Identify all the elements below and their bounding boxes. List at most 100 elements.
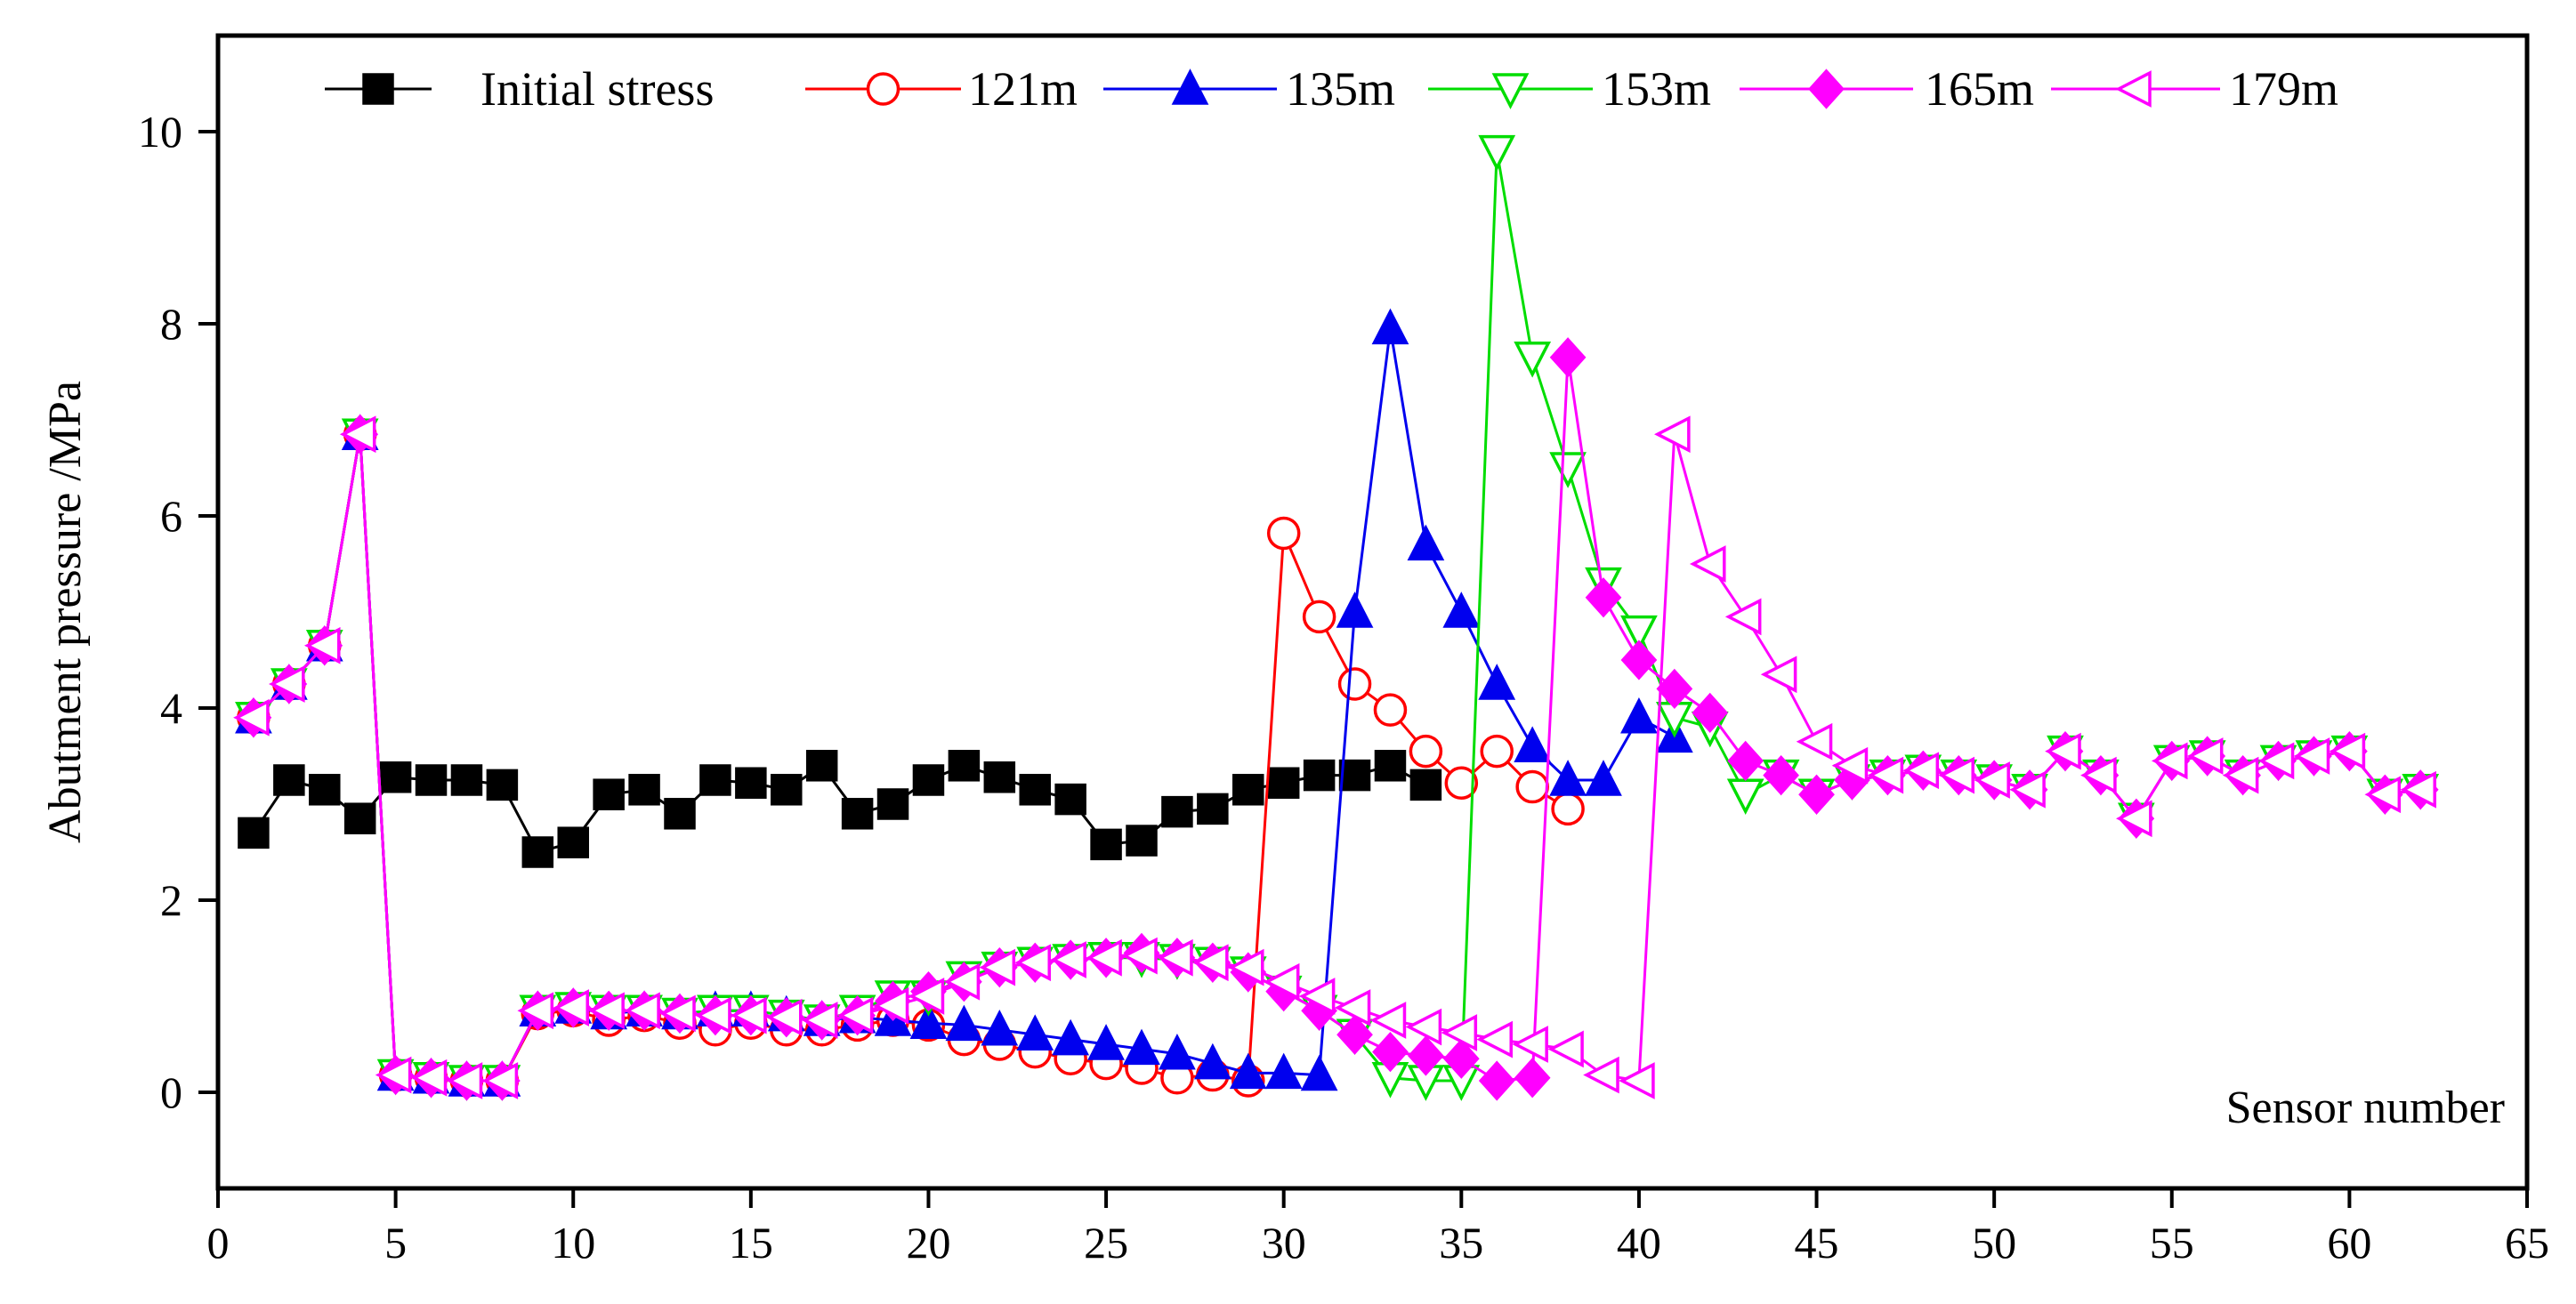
data-point-135m xyxy=(1087,1024,1125,1060)
data-point-179m xyxy=(731,996,767,1034)
data-point-153m xyxy=(1478,134,1516,172)
data-point-135m xyxy=(1514,726,1552,762)
data-point-135m xyxy=(1371,308,1409,345)
y-axis: 0 2 4 6 8 10 xyxy=(138,107,218,1117)
data-point-121m xyxy=(1373,693,1408,727)
data-point-initial-stress xyxy=(1019,774,1051,806)
data-point-135m xyxy=(1016,1014,1054,1050)
legend-label: 135m xyxy=(1286,62,1395,116)
data-point-initial-stress xyxy=(450,764,483,796)
data-point-179m xyxy=(1263,962,1300,1001)
data-point-179m xyxy=(1583,1056,1619,1094)
data-point-179m xyxy=(375,1056,412,1094)
data-point-179m xyxy=(1369,1002,1407,1039)
data-point-initial-stress xyxy=(1409,769,1442,801)
data-point-165m xyxy=(1478,1060,1515,1101)
data-point-179m xyxy=(1902,752,1940,790)
data-point-179m xyxy=(2116,800,2152,838)
data-point-179m xyxy=(765,998,803,1036)
data-point-179m xyxy=(233,698,270,737)
data-point-121m xyxy=(1551,792,1585,826)
data-point-179m xyxy=(1831,746,1869,785)
x-tick-label: 35 xyxy=(1439,1218,1483,1268)
data-point-initial-stress xyxy=(343,802,376,834)
data-point-initial-stress xyxy=(771,774,803,806)
data-point-135m xyxy=(945,1004,983,1042)
data-point-initial-stress xyxy=(1303,759,1336,792)
legend-marker xyxy=(362,73,394,105)
series-line-165m xyxy=(252,357,2421,1083)
data-point-179m xyxy=(481,1062,519,1099)
x-tick-label: 15 xyxy=(729,1218,773,1268)
series-line-179m xyxy=(252,433,2421,1083)
data-point-165m xyxy=(1549,337,1587,378)
x-tick-label: 60 xyxy=(2327,1218,2371,1268)
data-point-initial-stress xyxy=(486,769,519,801)
data-point-initial-stress xyxy=(1374,750,1407,782)
data-point-179m xyxy=(1227,948,1264,986)
data-point-179m xyxy=(659,994,696,1033)
data-point-179m xyxy=(2222,756,2259,794)
data-point-179m xyxy=(1689,545,1726,583)
legend-item-179m: 179m xyxy=(2051,62,2338,116)
data-point-121m xyxy=(1302,600,1336,634)
data-point-179m xyxy=(836,996,874,1034)
data-point-135m xyxy=(1407,524,1445,561)
data-point-165m xyxy=(1585,577,1622,618)
data-point-165m xyxy=(1692,692,1729,734)
data-point-initial-stress xyxy=(912,764,945,796)
x-tick-label: 40 xyxy=(1617,1218,1661,1268)
data-point-165m xyxy=(1763,754,1799,796)
x-tick-label: 20 xyxy=(906,1218,950,1268)
data-point-153m xyxy=(1514,342,1552,378)
data-point-135m xyxy=(1300,1054,1338,1091)
data-point-135m xyxy=(1193,1042,1231,1080)
data-point-165m xyxy=(1656,668,1693,710)
legend-marker xyxy=(1491,73,1530,109)
data-point-121m xyxy=(1337,667,1372,701)
data-point-initial-stress xyxy=(1090,828,1122,861)
series-line-initial-stress xyxy=(252,763,1427,854)
data-point-135m xyxy=(1478,664,1516,700)
data-point-initial-stress xyxy=(983,761,1016,793)
data-point-initial-stress xyxy=(238,817,270,849)
y-tick-label: 0 xyxy=(160,1067,182,1117)
data-point-179m xyxy=(2400,770,2436,809)
y-axis-title: Abutment pressure /MPa xyxy=(40,381,91,843)
data-point-initial-stress xyxy=(379,761,412,793)
data-point-179m xyxy=(1867,756,1904,794)
x-tick-label: 30 xyxy=(1262,1218,1306,1268)
data-point-initial-stress xyxy=(628,774,660,806)
y-tick-label: 2 xyxy=(160,875,182,925)
data-point-initial-stress xyxy=(557,826,589,858)
data-point-179m xyxy=(1121,937,1158,975)
data-point-179m xyxy=(872,986,909,1025)
series-initial-stress xyxy=(238,750,1442,868)
data-point-135m xyxy=(1264,1052,1303,1090)
series-153m xyxy=(235,134,2440,1101)
data-point-179m xyxy=(2186,737,2224,775)
data-point-initial-stress xyxy=(735,767,767,799)
data-point-121m xyxy=(1266,516,1301,551)
data-point-179m xyxy=(339,415,376,454)
x-tick-label: 0 xyxy=(207,1218,230,1268)
data-point-153m xyxy=(1549,452,1587,488)
legend-item-165m: 165m xyxy=(1740,62,2034,116)
data-point-179m xyxy=(1796,722,1833,761)
series-line-121m xyxy=(252,433,1569,1083)
data-point-165m xyxy=(1408,1035,1444,1076)
legend-marker xyxy=(2115,70,2152,108)
data-point-179m xyxy=(695,996,731,1034)
data-point-135m xyxy=(909,1002,948,1039)
data-point-135m xyxy=(1229,1052,1267,1090)
data-point-135m xyxy=(1123,1028,1160,1066)
data-point-179m xyxy=(1157,938,1193,977)
x-tick-label: 5 xyxy=(384,1218,407,1268)
data-point-121m xyxy=(1444,766,1479,800)
data-point-initial-stress xyxy=(699,764,731,796)
data-point-initial-stress xyxy=(1338,759,1371,792)
y-tick-label: 8 xyxy=(160,299,182,349)
x-axis: 0 5 10 15 20 25 30 35 40 45 50 55 60 65 xyxy=(207,1188,2549,1268)
data-point-135m xyxy=(981,1009,1019,1046)
